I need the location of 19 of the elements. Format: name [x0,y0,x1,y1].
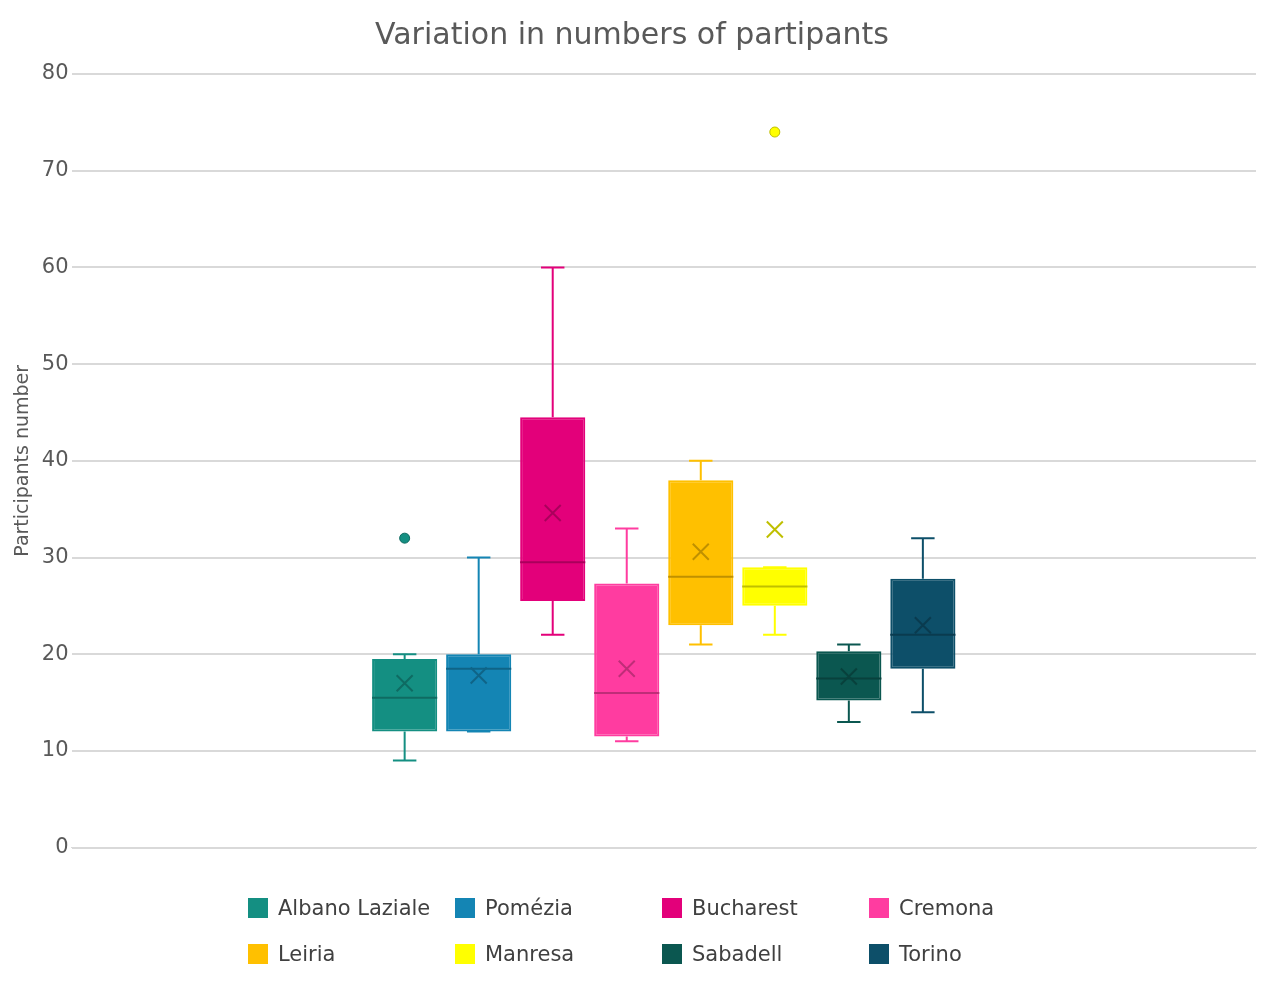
y-tick-label: 10 [41,737,69,762]
y-tick-label: 60 [41,253,69,278]
y-axis-title: Participants number [10,364,33,557]
legend-label: Albano Laziale [278,896,431,920]
y-tick-label: 0 [55,834,69,859]
legend-label: Bucharest [692,896,798,920]
legend-label: Leiria [278,942,336,966]
y-tick-label: 40 [41,447,69,472]
y-tick-label: 20 [41,640,69,665]
legend-label: Torino [899,942,962,966]
legend-label: Manresa [485,942,575,966]
legend-label: Cremona [899,896,995,920]
y-tick-label: 70 [41,157,69,182]
y-tick-label: 30 [41,543,69,568]
y-tick-label: 80 [41,60,69,85]
legend-label: Pomézia [485,896,573,920]
y-tick-label: 50 [41,350,69,375]
chart-title: Variation in numbers of partipants [375,15,889,51]
legend-label: Sabadell [692,942,783,966]
